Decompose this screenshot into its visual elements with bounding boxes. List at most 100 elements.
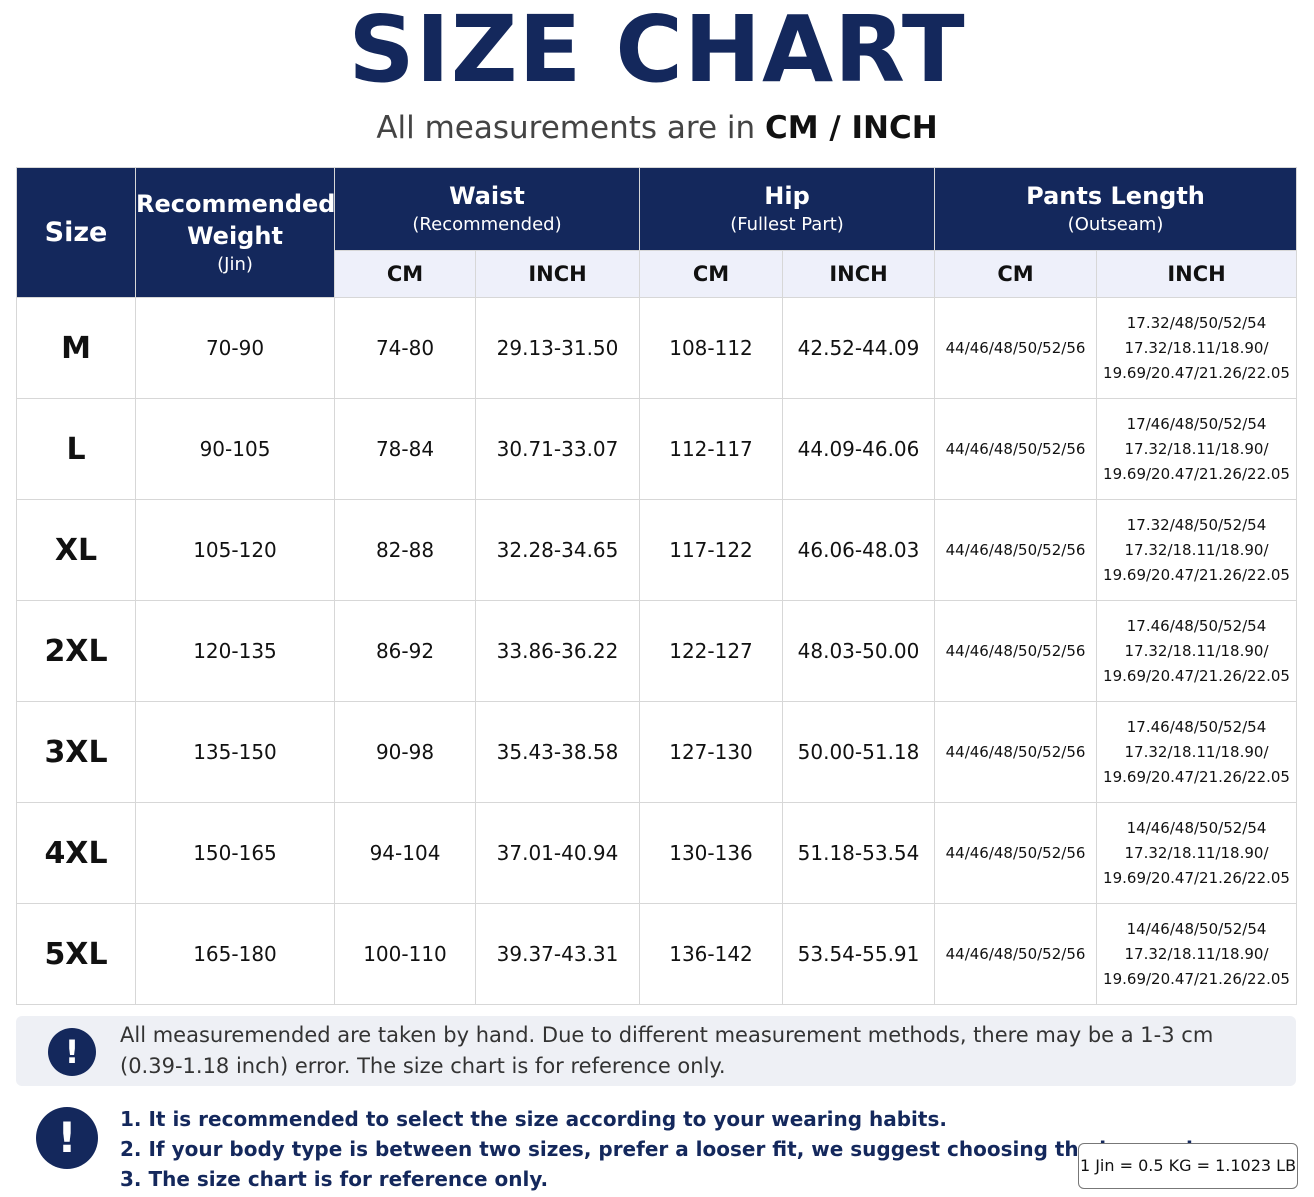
header-size: Size	[16, 167, 136, 298]
header-weight-label: Recommended Weight	[136, 189, 336, 250]
length-cm-cell: 44/46/48/50/52/56	[934, 297, 1098, 399]
length-inch-cell: 14/46/48/50/52/54 17.32/18.11/18.90/19.69…	[1096, 802, 1298, 904]
subheader-waist-inch: INCH	[474, 250, 641, 298]
length-cm-cell: 44/46/48/50/52/56	[934, 701, 1098, 803]
length-inch-line: 14/46/48/50/52/54	[1126, 919, 1267, 938]
table-row: 5XL 165-180 100-110 39.37-43.31 136-142 …	[16, 903, 1298, 1005]
weight-cell: 120-135	[135, 600, 335, 702]
length-inch-line: 19.69/20.47/21.26/22.05	[1103, 464, 1290, 483]
waist-inch-cell: 29.13-31.50	[474, 297, 641, 399]
header-waist: Waist (Recommended)	[333, 167, 641, 251]
hip-inch-cell: 50.00-51.18	[782, 701, 936, 803]
length-inch-line: 19.69/20.47/21.26/22.05	[1103, 666, 1290, 685]
waist-inch-cell: 35.43-38.58	[474, 701, 641, 803]
tip-item: 1. It is recommended to select the size …	[120, 1107, 947, 1131]
length-inch-line: 17.32/18.11/18.90/	[1124, 338, 1269, 357]
waist-inch-cell: 30.71-33.07	[474, 398, 641, 500]
length-cm-cell: 44/46/48/50/52/56	[934, 398, 1098, 500]
length-inch-line: 17.32/18.11/18.90/	[1124, 742, 1269, 761]
length-inch-line: 19.69/20.47/21.26/22.05	[1103, 969, 1290, 988]
waist-inch-cell: 37.01-40.94	[474, 802, 641, 904]
header-weight-unit: (Jin)	[217, 253, 253, 275]
unit-conversion-box: 1 Jin = 0.5 KG = 1.1023 LB	[1078, 1143, 1298, 1189]
hip-cm-cell: 112-117	[639, 398, 784, 500]
length-inch-line: 17.46/48/50/52/54	[1126, 717, 1267, 736]
length-inch-cell: 17/46/48/50/52/54 17.32/18.11/18.90/19.69…	[1096, 398, 1298, 500]
measurement-note: ! All measuremended are taken by hand. D…	[16, 1016, 1296, 1086]
length-inch-line: 17.32/48/50/52/54	[1126, 313, 1267, 332]
size-cell: 3XL	[16, 701, 136, 803]
length-inch-cell: 17.32/48/50/52/54 17.32/18.11/18.90/19.69…	[1096, 297, 1298, 399]
header-hip-note: (Fullest Part)	[730, 214, 844, 235]
length-inch-line: 19.69/20.47/21.26/22.05	[1103, 565, 1290, 584]
waist-inch-cell: 39.37-43.31	[474, 903, 641, 1005]
hip-inch-cell: 46.06-48.03	[782, 499, 936, 601]
tip-item: 3. The size chart is for reference only.	[120, 1167, 549, 1191]
table-row: 2XL 120-135 86-92 33.86-36.22 122-127 48…	[16, 600, 1298, 702]
subheader-hip-cm: CM	[639, 250, 784, 298]
header-pants-length: Pants Length (Outseam)	[934, 167, 1298, 251]
header-length-label: Pants Length	[1026, 182, 1205, 210]
waist-cm-cell: 74-80	[334, 297, 476, 399]
size-cell: L	[16, 398, 136, 500]
note-line: All measuremended are taken by hand. Due…	[120, 1023, 1214, 1047]
length-inch-line: 17.32/18.11/18.90/	[1124, 439, 1269, 458]
waist-cm-cell: 78-84	[334, 398, 476, 500]
weight-cell: 105-120	[135, 499, 335, 601]
length-inch-line: 17.32/18.11/18.90/	[1124, 944, 1269, 963]
subheader-length-cm: CM	[934, 250, 1098, 298]
length-inch-line: 17.32/48/50/52/54	[1126, 515, 1267, 534]
hip-inch-cell: 51.18-53.54	[782, 802, 936, 904]
table-row: 3XL 135-150 90-98 35.43-38.58 127-130 50…	[16, 701, 1298, 803]
waist-cm-cell: 86-92	[334, 600, 476, 702]
note-line: (0.39-1.18 inch) error. The size chart i…	[120, 1054, 726, 1078]
measurement-note-text: All measuremended are taken by hand. Due…	[120, 1020, 1270, 1082]
weight-cell: 165-180	[135, 903, 335, 1005]
length-cm-cell: 44/46/48/50/52/56	[934, 499, 1098, 601]
hip-cm-cell: 108-112	[639, 297, 784, 399]
length-cm-cell: 44/46/48/50/52/56	[934, 802, 1098, 904]
subtitle-prefix: All measurements are in	[376, 110, 765, 146]
size-cell: XL	[16, 499, 136, 601]
subheader-hip-inch: INCH	[782, 250, 936, 298]
waist-cm-cell: 82-88	[334, 499, 476, 601]
waist-cm-cell: 90-98	[334, 701, 476, 803]
length-cm-cell: 44/46/48/50/52/56	[934, 600, 1098, 702]
tip-item: 2. If your body type is between two size…	[120, 1137, 1226, 1161]
length-inch-line: 17.32/18.11/18.90/	[1124, 641, 1269, 660]
table-row: M 70-90 74-80 29.13-31.50 108-112 42.52-…	[16, 297, 1298, 399]
header-hip: Hip (Fullest Part)	[639, 167, 936, 251]
length-inch-line: 17.32/18.11/18.90/	[1124, 540, 1269, 559]
hip-inch-cell: 53.54-55.91	[782, 903, 936, 1005]
length-inch-line: 17.46/48/50/52/54	[1126, 616, 1267, 635]
header-hip-label: Hip	[764, 182, 810, 210]
length-inch-cell: 17.32/48/50/52/54 17.32/18.11/18.90/19.69…	[1096, 499, 1298, 601]
weight-cell: 150-165	[135, 802, 335, 904]
waist-inch-cell: 33.86-36.22	[474, 600, 641, 702]
waist-cm-cell: 94-104	[334, 802, 476, 904]
hip-cm-cell: 117-122	[639, 499, 784, 601]
table-row: L 90-105 78-84 30.71-33.07 112-117 44.09…	[16, 398, 1298, 500]
size-cell: 4XL	[16, 802, 136, 904]
waist-cm-cell: 100-110	[334, 903, 476, 1005]
size-cell: 2XL	[16, 600, 136, 702]
hip-cm-cell: 130-136	[639, 802, 784, 904]
subheader-waist-cm: CM	[334, 250, 476, 298]
waist-inch-cell: 32.28-34.65	[474, 499, 641, 601]
page-title: SIZE CHART	[348, 0, 966, 103]
length-inch-cell: 17.46/48/50/52/54 17.32/18.11/18.90/19.69…	[1096, 701, 1298, 803]
length-inch-line: 17.32/18.11/18.90/	[1124, 843, 1269, 862]
weight-cell: 70-90	[135, 297, 335, 399]
size-cell: M	[16, 297, 136, 399]
header-waist-note: (Recommended)	[412, 214, 562, 235]
length-inch-cell: 14/46/48/50/52/54 17.32/18.11/18.90/19.69…	[1096, 903, 1298, 1005]
hip-cm-cell: 127-130	[639, 701, 784, 803]
size-cell: 5XL	[16, 903, 136, 1005]
table-row: XL 105-120 82-88 32.28-34.65 117-122 46.…	[16, 499, 1298, 601]
header-waist-label: Waist	[449, 182, 525, 210]
hip-inch-cell: 42.52-44.09	[782, 297, 936, 399]
exclamation-icon: !	[48, 1028, 96, 1076]
subtitle-units: CM / INCH	[764, 110, 938, 146]
size-chart-table: Size Recommended Weight (Jin) Waist (Rec…	[16, 167, 1298, 1005]
header-length-note: (Outseam)	[1067, 214, 1164, 235]
